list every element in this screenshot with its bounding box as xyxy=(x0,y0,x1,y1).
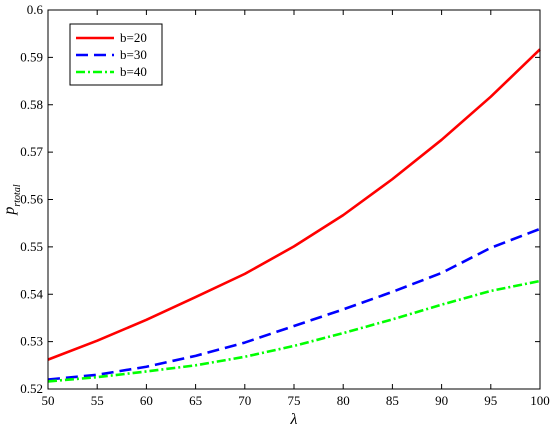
y-tick-label: 0.58 xyxy=(20,97,43,112)
x-tick-label: 95 xyxy=(484,393,497,408)
legend: b=20 b=30 b=40 xyxy=(69,23,163,86)
x-tick-label: 55 xyxy=(91,393,104,408)
x-tick-label: 75 xyxy=(288,393,301,408)
y-tick-label: 0.52 xyxy=(20,381,43,396)
x-tick-label: 65 xyxy=(189,393,202,408)
y-tick-label: 0.59 xyxy=(20,49,43,64)
ticks-layer: 50 55 60 65 70 75 80 85 90 95 100 0.52 0.53 0.54 0.55 0… xyxy=(20,2,550,408)
y-tick-label: 0.56 xyxy=(20,192,43,207)
y-axis-label: prtotal xyxy=(1,184,23,215)
svg-text:prtotal: prtotal xyxy=(1,184,23,215)
legend-label-b20: b=20 xyxy=(120,30,147,45)
y-tick-label: 0.55 xyxy=(20,239,43,254)
series-layer xyxy=(47,48,541,383)
x-tick-label: 100 xyxy=(530,393,550,408)
legend-label-b40: b=40 xyxy=(120,64,147,79)
x-tick-label: 70 xyxy=(238,393,251,408)
x-tick-label: 85 xyxy=(386,393,399,408)
series-line-b20 xyxy=(47,48,541,361)
x-tick-label: 50 xyxy=(42,393,55,408)
y-axis-label-main: p xyxy=(1,207,18,216)
y-axis-label-sub: rtotal xyxy=(12,184,23,206)
legend-label-b30: b=30 xyxy=(120,47,147,62)
y-tick-label: 0.6 xyxy=(27,2,44,17)
x-tick-label: 90 xyxy=(435,393,448,408)
x-axis-label: λ xyxy=(290,411,298,428)
series-line-b30 xyxy=(47,227,541,381)
y-tick-label: 0.53 xyxy=(20,334,43,349)
x-tick-label: 60 xyxy=(140,393,153,408)
y-tick-label: 0.57 xyxy=(20,144,43,159)
y-tick-label: 0.54 xyxy=(20,286,43,301)
x-tick-label: 80 xyxy=(337,393,350,408)
